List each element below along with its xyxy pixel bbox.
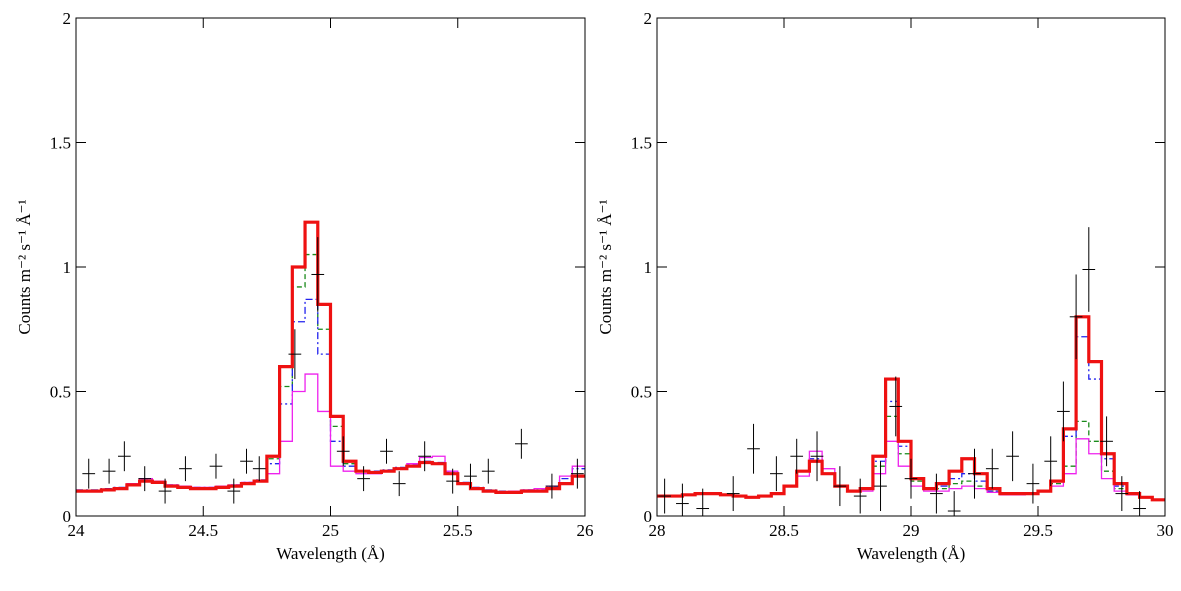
x-tick-label: 28.5	[769, 521, 799, 540]
y-tick-label: 1.5	[631, 134, 652, 153]
data-point	[392, 471, 406, 497]
data-point	[1006, 431, 1019, 482]
data-point	[658, 478, 671, 514]
data-point	[209, 453, 223, 479]
data-point	[790, 438, 804, 474]
data-point	[336, 436, 350, 467]
y-axis-label: Counts m⁻² s⁻¹ Å⁻¹	[15, 199, 34, 334]
data-point	[1044, 436, 1058, 487]
data-point	[947, 491, 961, 516]
data-point	[904, 458, 918, 499]
x-tick-label: 26	[577, 521, 594, 540]
data-point	[418, 441, 432, 472]
plot-area	[657, 227, 1165, 516]
data-point	[545, 473, 559, 499]
x-tick-label: 28	[649, 521, 666, 540]
y-tick-label: 2	[644, 9, 653, 28]
data-point	[1082, 227, 1096, 312]
data-point	[571, 458, 584, 489]
y-tick-label: 0	[63, 507, 72, 526]
data-point	[481, 458, 495, 484]
data-point	[889, 376, 903, 437]
data-point	[1115, 476, 1129, 512]
data-point	[288, 329, 302, 380]
data-point	[102, 458, 116, 484]
data-point	[357, 466, 370, 492]
data-point	[1057, 381, 1070, 442]
data-point	[726, 476, 740, 512]
data-point	[82, 458, 96, 489]
data-point	[833, 466, 847, 507]
y-tick-label: 2	[63, 9, 72, 28]
x-tick-label: 30	[1157, 521, 1174, 540]
data-point	[696, 488, 710, 516]
plot-area	[76, 220, 585, 504]
panel: 28 28.5 29 29.5 30 0 0.5 1 1.5 2 Wavelength (Å) Cou…	[596, 9, 1174, 563]
x-tick-label: 24	[68, 521, 86, 540]
data-point	[747, 423, 760, 474]
data-point	[117, 441, 131, 472]
data-point	[380, 438, 393, 464]
y-tick-label: 0.5	[50, 383, 71, 402]
data-point	[770, 456, 783, 492]
data-point	[515, 428, 528, 459]
y-tick-label: 1	[644, 258, 653, 277]
x-tick-label: 25	[322, 521, 339, 540]
data-point	[158, 478, 172, 504]
y-tick-label: 0	[644, 507, 653, 526]
x-tick-label: 25.5	[443, 521, 473, 540]
x-axis-label: Wavelength (Å)	[276, 544, 385, 563]
data-point	[676, 483, 689, 516]
panel: 24 24.5 25 25.5 26 0 0.5 1 1.5 2 Wavelength (Å) Cou…	[15, 9, 594, 563]
data-point	[1026, 463, 1040, 504]
y-tick-label: 0.5	[631, 383, 652, 402]
data-point	[930, 473, 943, 514]
data-point	[853, 478, 867, 514]
data-point	[240, 448, 253, 474]
data-point	[464, 463, 477, 489]
data-point	[810, 431, 824, 482]
data-point	[446, 468, 460, 494]
data-point	[1069, 274, 1083, 360]
data-point	[138, 466, 152, 492]
data-point	[179, 456, 192, 482]
data-point	[252, 456, 266, 482]
data-point	[985, 448, 999, 489]
data-point	[1100, 416, 1113, 467]
data-point	[968, 448, 981, 499]
y-tick-label: 1	[63, 258, 72, 277]
y-axis-label: Counts m⁻² s⁻¹ Å⁻¹	[596, 199, 615, 334]
x-tick-label: 24.5	[188, 521, 218, 540]
y-tick-label: 1.5	[50, 134, 71, 153]
x-tick-label: 29	[903, 521, 920, 540]
x-axis-label: Wavelength (Å)	[857, 544, 966, 563]
data-point	[311, 237, 325, 312]
data-point	[874, 461, 887, 512]
x-tick-label: 29.5	[1023, 521, 1053, 540]
data-point	[1133, 491, 1146, 516]
data-point	[227, 478, 241, 504]
